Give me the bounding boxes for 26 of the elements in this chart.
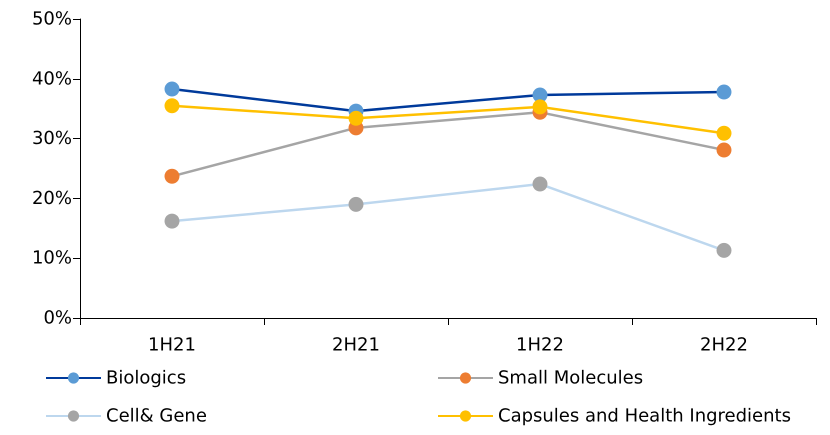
point	[164, 81, 180, 96]
point	[164, 214, 180, 229]
legend-label: Small Molecules	[498, 368, 644, 388]
y-tick-label: 20%	[32, 188, 72, 209]
y-tick-label: 40%	[32, 68, 72, 90]
point	[716, 126, 732, 141]
legend-label: Biologics	[106, 368, 186, 388]
y-tick-label: 50%	[32, 8, 72, 30]
point	[716, 242, 732, 258]
point	[164, 98, 180, 114]
x-tick-label: 1H22	[516, 334, 564, 356]
x-tick-label: 1H21	[148, 334, 196, 356]
x-tick-label: 2H22	[700, 334, 748, 356]
point	[164, 168, 180, 184]
legend-label: Capsules and Health Ingredients	[498, 406, 791, 426]
legend-label: Cell& Gene	[106, 406, 207, 426]
y-tick-label: 0%	[43, 308, 72, 328]
point	[716, 142, 732, 158]
x-tick-label: 2H21	[332, 334, 380, 356]
point	[716, 84, 732, 100]
y-tick-label: 30%	[32, 128, 72, 150]
point	[348, 196, 364, 212]
point	[532, 99, 548, 114]
point	[532, 176, 548, 192]
y-tick-label: 10%	[32, 248, 72, 269]
point	[348, 110, 364, 126]
